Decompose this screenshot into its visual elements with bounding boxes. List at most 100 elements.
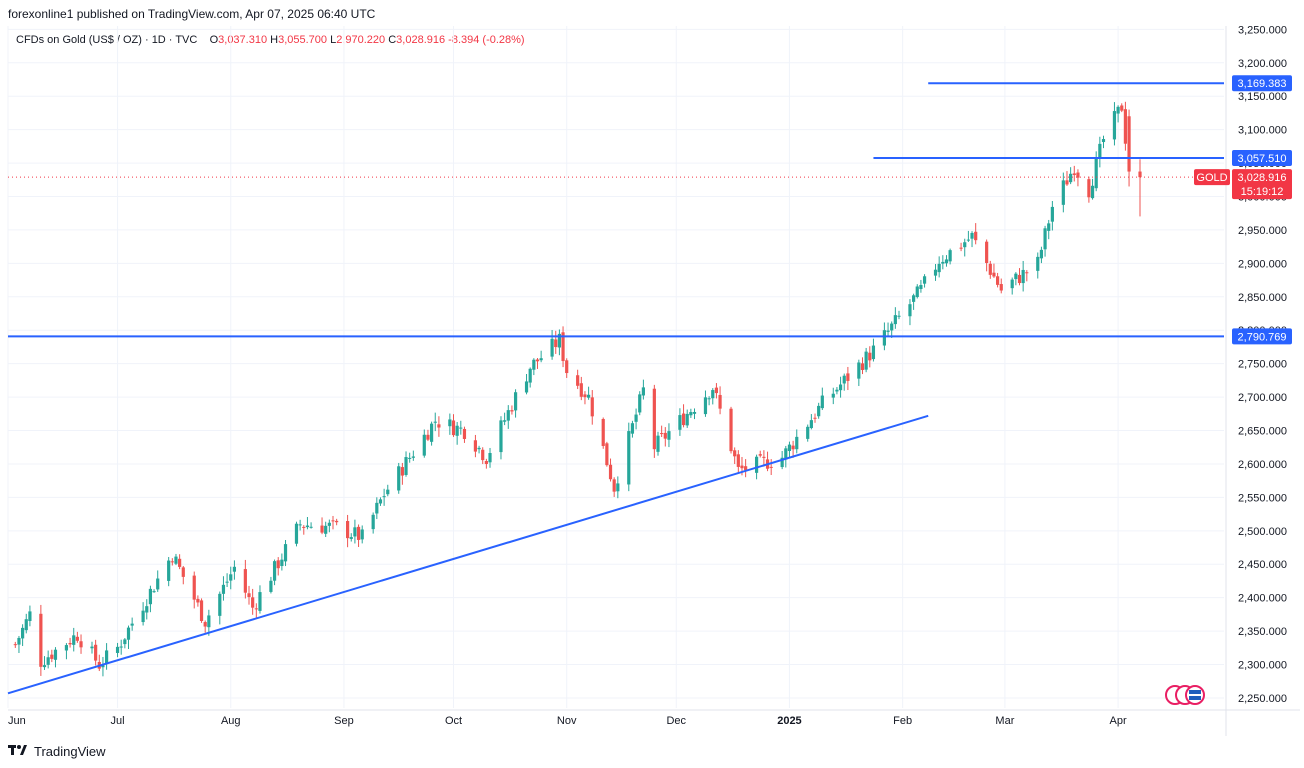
y-tick-label: 2,850.000	[1238, 292, 1287, 304]
economic-events-icon[interactable]	[1164, 684, 1206, 706]
candle-body	[616, 483, 620, 492]
candle-body	[912, 295, 916, 302]
candle-body	[1047, 223, 1051, 231]
candle-body	[510, 410, 514, 412]
candle-body	[1090, 185, 1095, 199]
candle-body	[959, 247, 963, 249]
candle-body	[371, 514, 375, 530]
candle-body	[232, 566, 237, 572]
candle-body	[1112, 111, 1117, 140]
candle-body	[678, 415, 682, 430]
candle-body	[667, 431, 671, 440]
candle-body	[791, 445, 795, 450]
candle-body	[795, 436, 799, 450]
candle-body	[375, 502, 379, 514]
candle-body	[539, 358, 543, 361]
candle-body	[736, 454, 740, 467]
candle-body	[937, 263, 941, 273]
y-tick-label: 2,550.000	[1238, 492, 1287, 504]
tradingview-logo-icon[interactable]	[8, 744, 28, 759]
y-tick-label: 2,950.000	[1238, 225, 1287, 237]
candle-body	[335, 520, 339, 523]
candle-body	[988, 263, 992, 275]
candle-body	[451, 420, 456, 436]
candle-body	[758, 454, 762, 456]
candle-body	[1116, 106, 1120, 114]
candle-body	[488, 453, 492, 463]
candle-body	[327, 522, 331, 526]
candle-body	[17, 637, 21, 645]
candle-body	[397, 466, 401, 491]
candle-body	[1123, 109, 1128, 144]
x-tick-label: 2025	[777, 715, 801, 727]
low-label: L	[330, 34, 337, 46]
candle-body	[280, 559, 284, 567]
candle-body	[590, 397, 594, 417]
candle-body	[156, 578, 160, 590]
y-tick-label: 2,300.000	[1238, 660, 1287, 672]
candle-body	[784, 448, 788, 460]
candle-body	[685, 413, 689, 426]
close-value: 3,028.916	[396, 34, 446, 46]
candle-body	[857, 362, 861, 379]
candle-body	[272, 561, 277, 581]
countdown-text: 15:19:12	[1241, 186, 1284, 198]
candle-body	[660, 433, 664, 435]
candle-body	[922, 276, 927, 284]
candle-body	[126, 627, 131, 640]
candle-body	[28, 611, 32, 622]
candle-body	[554, 339, 558, 348]
candle-body	[809, 420, 813, 429]
candle-body	[459, 427, 463, 429]
candle-body	[1120, 105, 1124, 111]
candle-body	[258, 592, 262, 611]
candle-body	[703, 397, 708, 415]
candle-body	[842, 375, 846, 384]
candle-body	[305, 525, 310, 528]
candle-body	[999, 284, 1003, 291]
high-value: 3,055.700	[278, 34, 328, 46]
candle-body	[1050, 206, 1054, 222]
x-tick-label: Nov	[557, 715, 577, 727]
candle-body	[243, 569, 247, 593]
candle-body	[251, 597, 255, 608]
candle-body	[915, 286, 919, 298]
candle-body	[181, 567, 185, 577]
candle-body	[254, 608, 258, 610]
candle-body	[1065, 180, 1069, 185]
candle-body	[346, 521, 350, 539]
candle-body	[46, 657, 50, 665]
tradingview-brand[interactable]: TradingView	[34, 743, 106, 759]
support-trendline	[7, 414, 929, 695]
y-tick-label: 2,500.000	[1238, 526, 1287, 538]
candle-body	[283, 544, 288, 562]
x-tick-label: Mar	[995, 715, 1014, 727]
y-tick-label: 2,250.000	[1238, 693, 1287, 705]
candle-body	[1025, 272, 1029, 274]
change-value: -8.394 (-0.28%)	[448, 34, 525, 46]
current-price-text: 3,028.916	[1238, 172, 1287, 184]
candle-body	[382, 496, 386, 498]
candle-body	[94, 644, 98, 661]
y-tick-label: 2,600.000	[1238, 459, 1287, 471]
y-tick-label: 2,900.000	[1238, 258, 1287, 270]
candle-body	[711, 390, 715, 399]
candle-body	[813, 417, 817, 419]
candle-body	[608, 464, 613, 480]
candle-body	[893, 315, 897, 325]
level-price-tag	[1232, 75, 1292, 92]
level-price-text: 3,169.383	[1238, 78, 1287, 90]
footer: TradingView	[8, 742, 106, 760]
x-tick-label: Apr	[1110, 715, 1127, 727]
candle-body	[707, 398, 711, 400]
candle-body	[933, 269, 938, 276]
current-price-tag	[1232, 169, 1292, 200]
candle-body	[68, 642, 72, 645]
candle-body	[656, 435, 660, 452]
candle-body	[437, 424, 441, 428]
candle-body	[985, 241, 989, 263]
candle-body	[966, 239, 970, 241]
candle-body	[630, 423, 635, 434]
candle-body	[21, 627, 25, 639]
